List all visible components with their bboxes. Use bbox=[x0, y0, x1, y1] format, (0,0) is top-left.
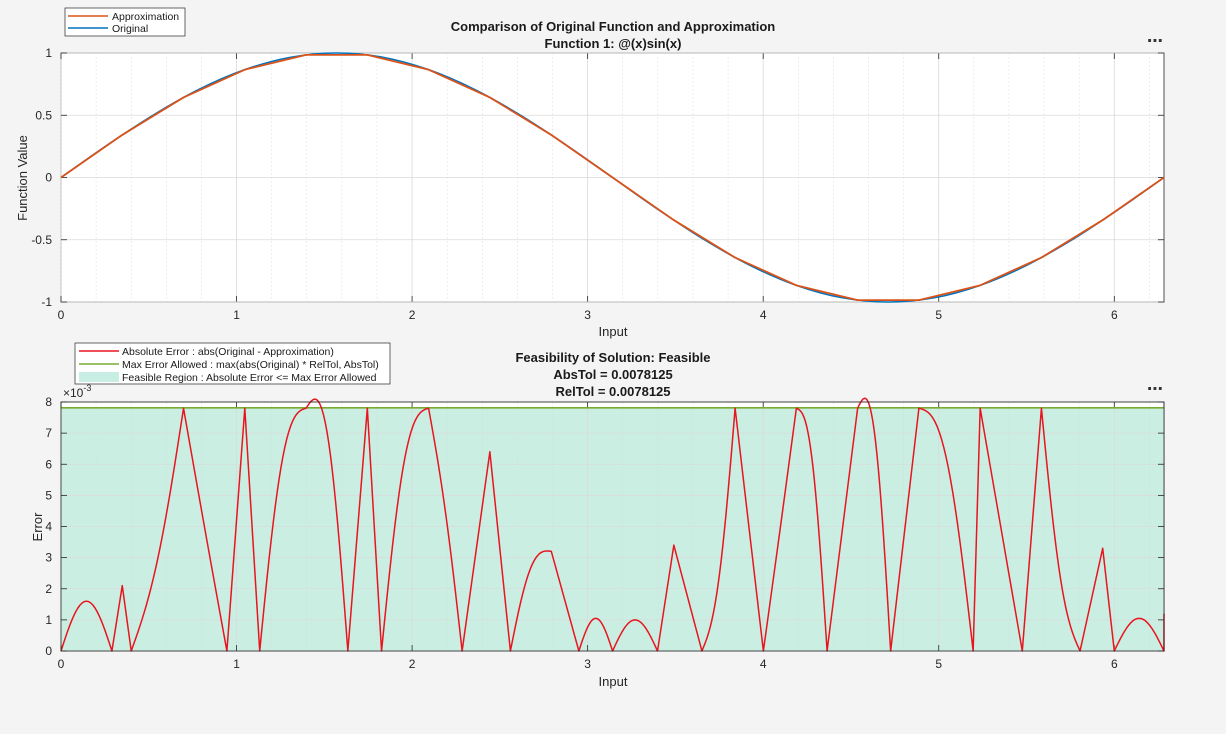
bottom-chart-subtitle-reltol: RelTol = 0.0078125 bbox=[555, 384, 670, 399]
absolute-error-line bbox=[60, 397, 1165, 652]
legend-label-max-error: Max Error Allowed : max(abs(Original) * … bbox=[122, 359, 379, 371]
bottom-x-tick-label: 6 bbox=[1111, 657, 1118, 671]
feasible-region bbox=[61, 407, 1164, 651]
bottom-y-axis-label: Error bbox=[30, 512, 45, 542]
bottom-legend-box bbox=[74, 342, 391, 385]
bottom-y-tick-label: 7 bbox=[45, 426, 52, 440]
more-options-icon[interactable]: ⋯ bbox=[1147, 381, 1164, 398]
top-x-tick-label: 4 bbox=[760, 308, 767, 322]
top-y-tick-label: -1 bbox=[41, 295, 52, 309]
top-x-tick-label: 2 bbox=[409, 308, 416, 322]
bottom-x-tick-label: 0 bbox=[58, 657, 65, 671]
top-x-tick-labels: 0 1 2 3 4 5 6 bbox=[58, 308, 1118, 322]
top-x-tick-label: 6 bbox=[1111, 308, 1118, 322]
bottom-x-tick-label: 5 bbox=[935, 657, 942, 671]
bottom-y-tick-label: 4 bbox=[45, 520, 52, 534]
top-y-tick-label: 1 bbox=[45, 46, 52, 60]
bottom-y-tick-label: 5 bbox=[45, 488, 52, 502]
legend-label-original: Original bbox=[112, 23, 148, 35]
top-legend[interactable]: Approximation Original bbox=[64, 7, 186, 37]
top-x-tick-label: 5 bbox=[935, 308, 942, 322]
bottom-axes[interactable]: 0 1 2 3 4 5 6 0 1 2 3 4 5 6 7 8 Feasibility of Solutio… bbox=[30, 342, 1165, 689]
series-line-approximation bbox=[60, 53, 1165, 302]
bottom-x-tick-labels: 0 1 2 3 4 5 6 bbox=[58, 657, 1118, 671]
top-y-tick-label: 0.5 bbox=[35, 108, 52, 122]
top-series bbox=[60, 52, 1165, 303]
bottom-series bbox=[60, 397, 1165, 652]
bottom-y-tick-label: 8 bbox=[45, 395, 52, 409]
top-x-axis-label: Input bbox=[599, 324, 628, 339]
top-y-tick-labels: -1 -0.5 0 0.5 1 bbox=[31, 46, 52, 309]
bottom-x-tick-label: 1 bbox=[233, 657, 240, 671]
top-x-tick-label: 0 bbox=[58, 308, 65, 322]
bottom-y-tick-label: 3 bbox=[45, 551, 52, 565]
bottom-y-tick-label: 6 bbox=[45, 457, 52, 471]
bottom-y-tick-label: 0 bbox=[45, 644, 52, 658]
bottom-chart-title: Feasibility of Solution: Feasible bbox=[515, 350, 710, 365]
top-x-tick-label: 1 bbox=[233, 308, 240, 322]
legend-label-feasible-region: Feasible Region : Absolute Error <= Max … bbox=[122, 372, 377, 384]
bottom-y-tick-label: 1 bbox=[45, 613, 52, 627]
top-legend-box bbox=[64, 7, 186, 37]
more-options-icon[interactable]: ⋯ bbox=[1147, 33, 1164, 50]
bottom-y-tick-label: 2 bbox=[45, 582, 52, 596]
bottom-x-axis-label: Input bbox=[599, 674, 628, 689]
bottom-chart-subtitle-abstol: AbsTol = 0.0078125 bbox=[553, 367, 672, 382]
top-chart-subtitle: Function 1: @(x)sin(x) bbox=[545, 36, 682, 51]
bottom-x-tick-label: 3 bbox=[584, 657, 591, 671]
bottom-plot-border bbox=[60, 401, 1165, 652]
top-axes[interactable]: 0 1 2 3 4 5 6 -1 -0.5 0 0.5 1 Comparison of Origin… bbox=[15, 7, 1165, 339]
top-y-axis-label: Function Value bbox=[15, 135, 30, 221]
y-exponent-label: ×10-3 bbox=[63, 383, 91, 400]
bottom-y-tick-labels: 0 1 2 3 4 5 6 7 8 bbox=[45, 395, 52, 658]
top-x-tick-label: 3 bbox=[584, 308, 591, 322]
top-chart-title: Comparison of Original Function and Appr… bbox=[451, 19, 776, 34]
y-exponent-base: ×10 bbox=[63, 386, 84, 400]
bottom-legend[interactable]: Absolute Error : abs(Original - Approxim… bbox=[74, 342, 391, 385]
legend-label-approximation: Approximation bbox=[112, 11, 179, 23]
bottom-x-tick-label: 2 bbox=[409, 657, 416, 671]
top-y-tick-label: 0 bbox=[45, 171, 52, 185]
y-exponent-power: -3 bbox=[83, 383, 91, 393]
top-y-tick-label: -0.5 bbox=[31, 233, 52, 247]
legend-label-absolute-error: Absolute Error : abs(Original - Approxim… bbox=[122, 346, 334, 358]
bottom-x-tick-label: 4 bbox=[760, 657, 767, 671]
legend-swatch-feasible-region bbox=[79, 372, 119, 382]
